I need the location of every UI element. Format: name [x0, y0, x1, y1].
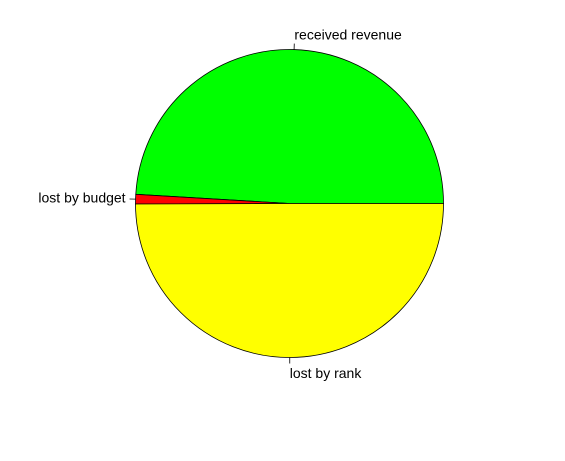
slice-label: received revenue	[294, 27, 402, 43]
pie-slice-lost-by-rank	[135, 203, 444, 358]
slice-label: lost by rank	[290, 365, 363, 381]
label-ticks	[129, 43, 295, 364]
pie-slices	[135, 49, 444, 358]
pie-slice-received-revenue	[135, 49, 444, 204]
slice-label: lost by budget	[38, 190, 125, 206]
slice-labels: received revenue lost by budget lost by ra…	[38, 27, 402, 381]
